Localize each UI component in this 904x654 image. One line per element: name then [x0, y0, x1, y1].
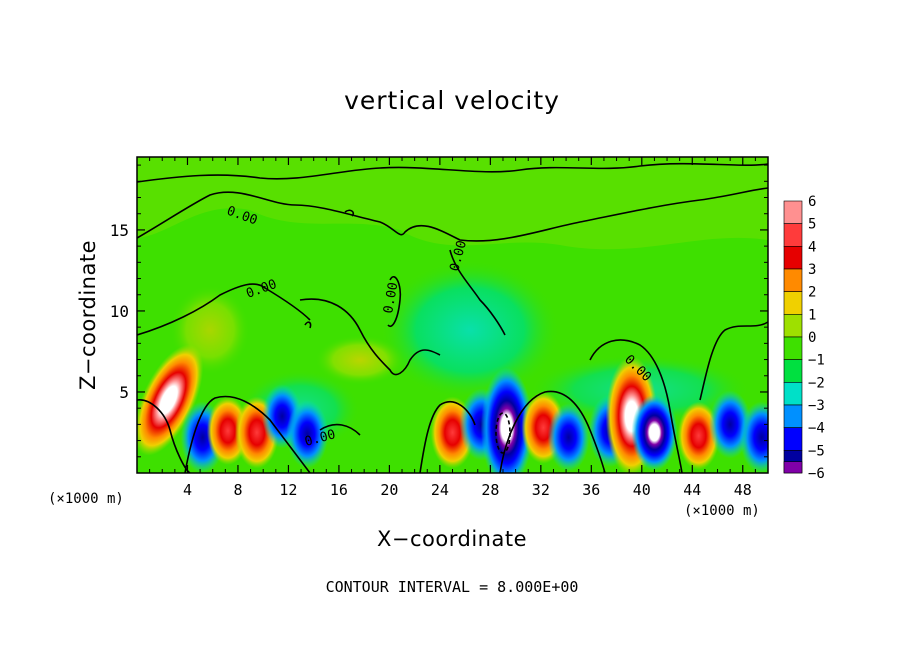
colorbar-label: 0	[808, 330, 816, 346]
contour-line	[137, 162, 768, 183]
colorbar-swatch	[783, 291, 803, 315]
x-tick-label: 28	[481, 481, 499, 499]
colorbar-swatch	[783, 314, 803, 338]
contour-line	[699, 321, 768, 401]
colorbar-swatch	[783, 336, 803, 360]
x-axis-label: X−coordinate	[377, 527, 527, 551]
contour-lines	[137, 162, 768, 473]
colorbar-swatch	[783, 382, 803, 406]
contour-line	[344, 209, 355, 217]
velocity-cell	[286, 400, 329, 469]
y-tick-label: 10	[110, 302, 129, 321]
velocity-cell	[677, 401, 720, 470]
colorbar-label: 5	[808, 217, 816, 233]
velocity-field	[137, 157, 768, 473]
colorbar: 6 5 4 3 2 1 0 −1 −2 −3 −4 −5 −6	[783, 194, 825, 482]
colorbar-swatch	[783, 246, 803, 270]
contour-line	[299, 298, 441, 376]
colorbar-label: 3	[808, 262, 816, 278]
colorbar-swatch	[783, 427, 803, 451]
cell-markers	[137, 344, 768, 473]
x-axis: 4 8 12 16 20 24 28 32 36 40 44 48	[149, 157, 756, 499]
contour-line	[495, 412, 511, 454]
velocity-cell	[137, 344, 204, 456]
contour-line	[137, 187, 768, 242]
contour-line	[449, 249, 506, 336]
colorbar-label: −4	[808, 421, 825, 437]
colorbar-swatch	[783, 404, 803, 428]
contour-line	[304, 321, 312, 329]
contour-line	[589, 339, 683, 473]
contour-interval-note: CONTOUR INTERVAL = 8.000E+00	[325, 578, 579, 596]
colorbar-swatch-min	[783, 461, 803, 474]
x-tick-label: 48	[734, 481, 752, 499]
colorbar-swatch	[783, 359, 803, 383]
contour-label: 0.00	[381, 281, 401, 314]
x-tick-label: 24	[431, 481, 449, 499]
colorbar-label: −1	[808, 353, 825, 369]
contour-line	[184, 395, 311, 473]
x-tick-label: 32	[532, 481, 550, 499]
colorbar-label: −2	[808, 375, 825, 391]
velocity-cell	[631, 394, 678, 471]
x-tick-label: 36	[582, 481, 600, 499]
velocity-cell	[739, 401, 768, 473]
colorbar-swatch	[783, 200, 803, 224]
colorbar-label: 6	[808, 194, 816, 210]
colorbar-swatch	[783, 268, 803, 292]
colorbar-label: −6	[808, 466, 825, 482]
velocity-cell	[547, 403, 590, 472]
x-unit-label-left: (×1000 m)	[48, 491, 124, 507]
colorbar-label: 2	[808, 285, 816, 301]
x-unit-label-right: (×1000 m)	[684, 503, 760, 519]
x-tick-label: 12	[279, 481, 297, 499]
contour-line	[419, 401, 476, 473]
chart-title: vertical velocity	[344, 86, 560, 115]
y-tick-label: 15	[110, 221, 129, 240]
colorbar-swatch	[783, 223, 803, 247]
contour-line	[387, 275, 402, 327]
contour-line	[319, 423, 361, 436]
colorbar-label: 4	[808, 239, 816, 255]
x-tick-label: 16	[330, 481, 348, 499]
x-tick-label: 20	[380, 481, 398, 499]
x-tick-label: 44	[683, 481, 701, 499]
x-tick-label: 4	[183, 481, 192, 499]
x-tick-label: 40	[633, 481, 651, 499]
colorbar-label: −5	[808, 443, 825, 459]
velocity-cell	[480, 367, 533, 473]
colorbar-label: −3	[808, 398, 825, 414]
y-tick-label: 5	[119, 383, 129, 402]
contour-line	[137, 283, 311, 336]
y-axis: 5 10 15	[110, 164, 768, 458]
contour-line	[137, 399, 191, 473]
contour-line	[499, 390, 606, 473]
x-tick-label: 8	[233, 481, 242, 499]
colorbar-label: 1	[808, 307, 816, 323]
